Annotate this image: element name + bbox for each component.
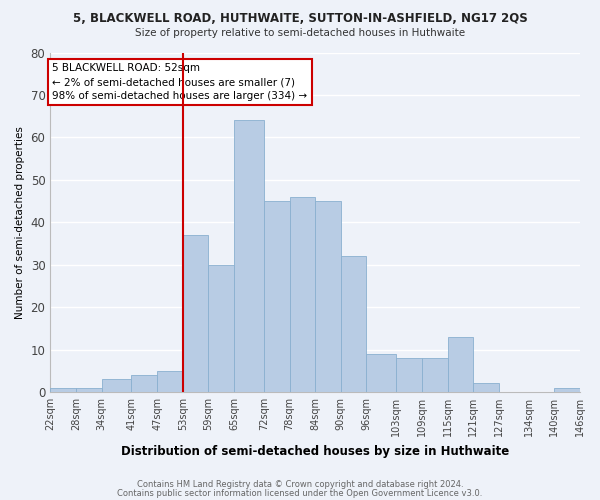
Bar [315, 201, 341, 392]
Bar [473, 384, 499, 392]
Bar [50, 388, 76, 392]
Bar [264, 201, 290, 392]
Text: Contains public sector information licensed under the Open Government Licence v3: Contains public sector information licen… [118, 488, 482, 498]
Bar [234, 120, 264, 392]
Text: 5, BLACKWELL ROAD, HUTHWAITE, SUTTON-IN-ASHFIELD, NG17 2QS: 5, BLACKWELL ROAD, HUTHWAITE, SUTTON-IN-… [73, 12, 527, 26]
Bar [183, 235, 208, 392]
Bar [397, 358, 422, 392]
Bar [554, 388, 580, 392]
Bar [76, 388, 101, 392]
X-axis label: Distribution of semi-detached houses by size in Huthwaite: Distribution of semi-detached houses by … [121, 444, 509, 458]
Bar [341, 256, 367, 392]
Bar [422, 358, 448, 392]
Bar [290, 197, 315, 392]
Bar [448, 337, 473, 392]
Text: 5 BLACKWELL ROAD: 52sqm
← 2% of semi-detached houses are smaller (7)
98% of semi: 5 BLACKWELL ROAD: 52sqm ← 2% of semi-det… [52, 63, 308, 101]
Bar [101, 379, 131, 392]
Bar [131, 375, 157, 392]
Text: Contains HM Land Registry data © Crown copyright and database right 2024.: Contains HM Land Registry data © Crown c… [137, 480, 463, 489]
Text: Size of property relative to semi-detached houses in Huthwaite: Size of property relative to semi-detach… [135, 28, 465, 38]
Bar [367, 354, 397, 392]
Bar [208, 264, 234, 392]
Y-axis label: Number of semi-detached properties: Number of semi-detached properties [15, 126, 25, 318]
Bar [157, 370, 183, 392]
